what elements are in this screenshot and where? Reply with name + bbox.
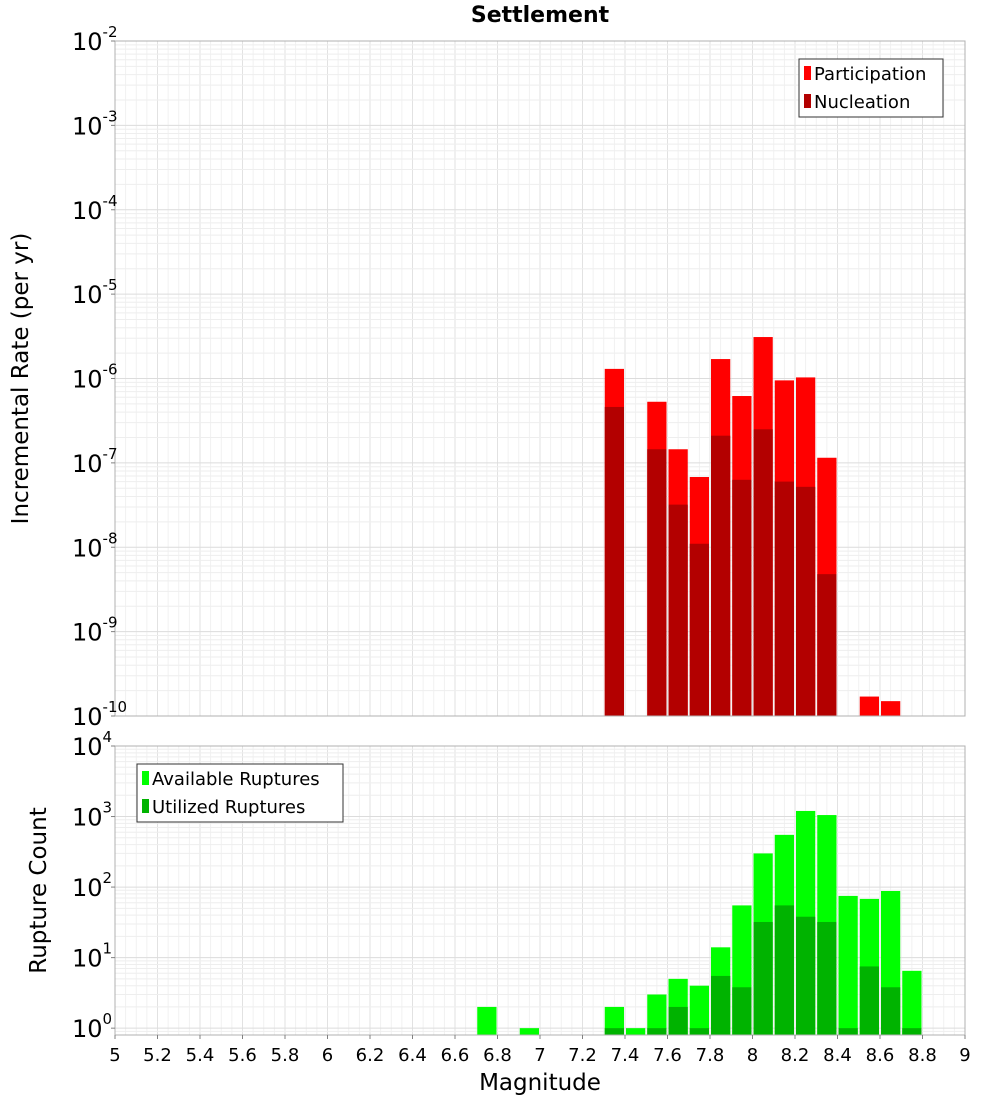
y-tick-label: 10-3 — [72, 107, 118, 140]
legend: Available Ruptures Utilized Ruptures — [136, 763, 344, 823]
legend: Participation Nucleation — [798, 58, 944, 118]
series-nucleation — [604, 406, 837, 716]
bar — [881, 701, 901, 716]
x-tick-label: 5.8 — [271, 1045, 300, 1066]
bar — [689, 985, 709, 1035]
x-tick-label: 6.6 — [441, 1045, 470, 1066]
x-tick-label: 8.4 — [823, 1045, 852, 1066]
bar — [647, 994, 667, 1035]
legend-label: Available Ruptures — [152, 769, 320, 790]
bar — [881, 987, 901, 1035]
legend-swatch — [804, 66, 811, 80]
bar — [838, 1028, 858, 1035]
bar — [817, 574, 837, 716]
x-tick-label: 7.4 — [611, 1045, 640, 1066]
x-tick-label: 7.8 — [696, 1045, 725, 1066]
gridlines — [114, 40, 966, 717]
legend-box — [136, 763, 344, 823]
chart-panel-1: 10-10 10-9 10-8 10-7 10-6 10-5 10-4 10-3 10-2 Set… — [8, 3, 966, 731]
bar — [647, 449, 667, 716]
legend-label: Utilized Ruptures — [152, 797, 305, 818]
series-utilized-ruptures — [604, 905, 922, 1035]
y-tick-label: 100 — [72, 1010, 112, 1043]
legend-label: Participation — [814, 64, 926, 85]
x-tick-label: 5 — [109, 1045, 120, 1066]
bar — [711, 975, 731, 1035]
bar — [774, 481, 794, 716]
bar — [859, 696, 879, 716]
bar — [604, 406, 624, 716]
bar — [902, 970, 922, 1035]
x-tick-label: 8.6 — [866, 1045, 895, 1066]
bar — [604, 1006, 624, 1035]
y-axis-label: Incremental Rate (per yr) — [8, 233, 34, 525]
bar — [774, 905, 794, 1035]
bar — [732, 479, 752, 716]
bar — [668, 1006, 688, 1035]
y-tick-label: 103 — [72, 799, 112, 832]
legend-box — [798, 58, 944, 118]
bar — [753, 429, 773, 716]
x-axis-label: Magnitude — [479, 1070, 601, 1096]
x-tick-label: 7.6 — [653, 1045, 682, 1066]
x-tick-label: 6.4 — [398, 1045, 427, 1066]
bar — [796, 916, 816, 1035]
chart-panel-2: 100 101 102 103 104 5 5.2 5.4 5.6 5.8 6 6.2 6.4 6.6 6.… — [26, 728, 971, 1096]
x-tick-label: 7 — [534, 1045, 545, 1066]
bar — [668, 504, 688, 716]
bar — [859, 966, 879, 1035]
y-tick-label: 10-6 — [72, 361, 118, 394]
y-tick-label: 104 — [72, 728, 112, 761]
bar — [477, 1006, 497, 1035]
x-tick-label: 5.4 — [186, 1045, 215, 1066]
bar — [604, 1028, 624, 1035]
bar — [902, 1028, 922, 1035]
legend-label: Nucleation — [814, 92, 910, 113]
y-tick-labels: 100 101 102 103 104 — [72, 728, 115, 1043]
y-tick-label: 10-10 — [72, 698, 127, 731]
x-tick-label: 8.8 — [908, 1045, 937, 1066]
legend-swatch — [804, 94, 811, 108]
bar — [838, 895, 858, 1035]
bar — [817, 921, 837, 1035]
y-axis-label: Rupture Count — [26, 807, 52, 973]
y-tick-label: 10-4 — [72, 192, 118, 225]
y-tick-label: 102 — [72, 869, 112, 902]
y-tick-label: 10-5 — [72, 276, 118, 309]
x-tick-label: 6.2 — [356, 1045, 385, 1066]
y-tick-label: 101 — [72, 940, 112, 973]
bar — [689, 543, 709, 716]
bar — [519, 1028, 539, 1035]
bar — [689, 1028, 709, 1035]
x-tick-label: 6.8 — [483, 1045, 512, 1066]
x-tick-label: 5.6 — [228, 1045, 257, 1066]
y-tick-label: 10-9 — [72, 614, 118, 647]
legend-swatch — [142, 799, 149, 813]
x-tick-label: 7.2 — [568, 1045, 597, 1066]
y-tick-labels: 10-10 10-9 10-8 10-7 10-6 10-5 10-4 10-3 10-2 — [72, 23, 127, 731]
y-tick-label: 10-8 — [72, 529, 118, 562]
y-tick-label: 10-7 — [72, 445, 118, 478]
bar — [626, 1028, 646, 1035]
bar — [647, 1028, 667, 1035]
x-tick-label: 5.2 — [143, 1045, 172, 1066]
bar — [732, 987, 752, 1035]
x-tick-label: 9 — [959, 1045, 970, 1066]
x-tick-label: 8 — [747, 1045, 758, 1066]
bar — [796, 486, 816, 716]
x-tick-label: 6 — [322, 1045, 333, 1066]
bar — [753, 921, 773, 1035]
legend-swatch — [142, 771, 149, 785]
x-tick-label: 8.2 — [781, 1045, 810, 1066]
y-tick-label: 10-2 — [72, 23, 118, 56]
bar — [711, 435, 731, 716]
chart-title: Settlement — [471, 3, 610, 28]
x-tick-labels: 5 5.2 5.4 5.6 5.8 6 6.2 6.4 6.6 6.8 7 7.2 7.4 7.6 7.8 8… — [109, 1035, 971, 1066]
